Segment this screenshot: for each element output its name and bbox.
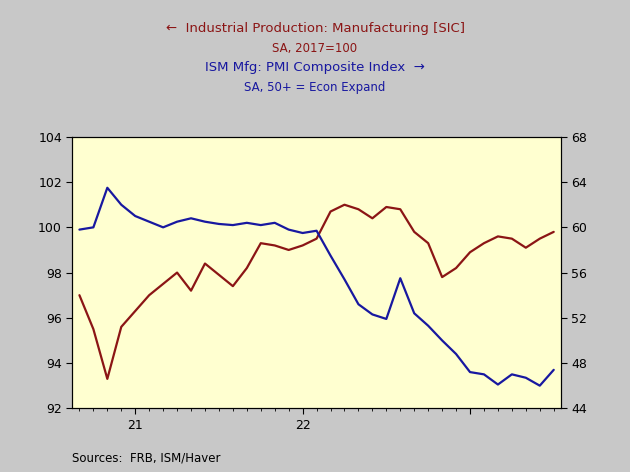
Text: SA, 50+ = Econ Expand: SA, 50+ = Econ Expand <box>244 81 386 94</box>
Text: Sources:  FRB, ISM/Haver: Sources: FRB, ISM/Haver <box>72 451 221 464</box>
Text: SA, 2017=100: SA, 2017=100 <box>272 42 358 55</box>
Text: ←  Industrial Production: Manufacturing [SIC]: ← Industrial Production: Manufacturing [… <box>166 22 464 35</box>
Text: ISM Mfg: PMI Composite Index  →: ISM Mfg: PMI Composite Index → <box>205 60 425 74</box>
